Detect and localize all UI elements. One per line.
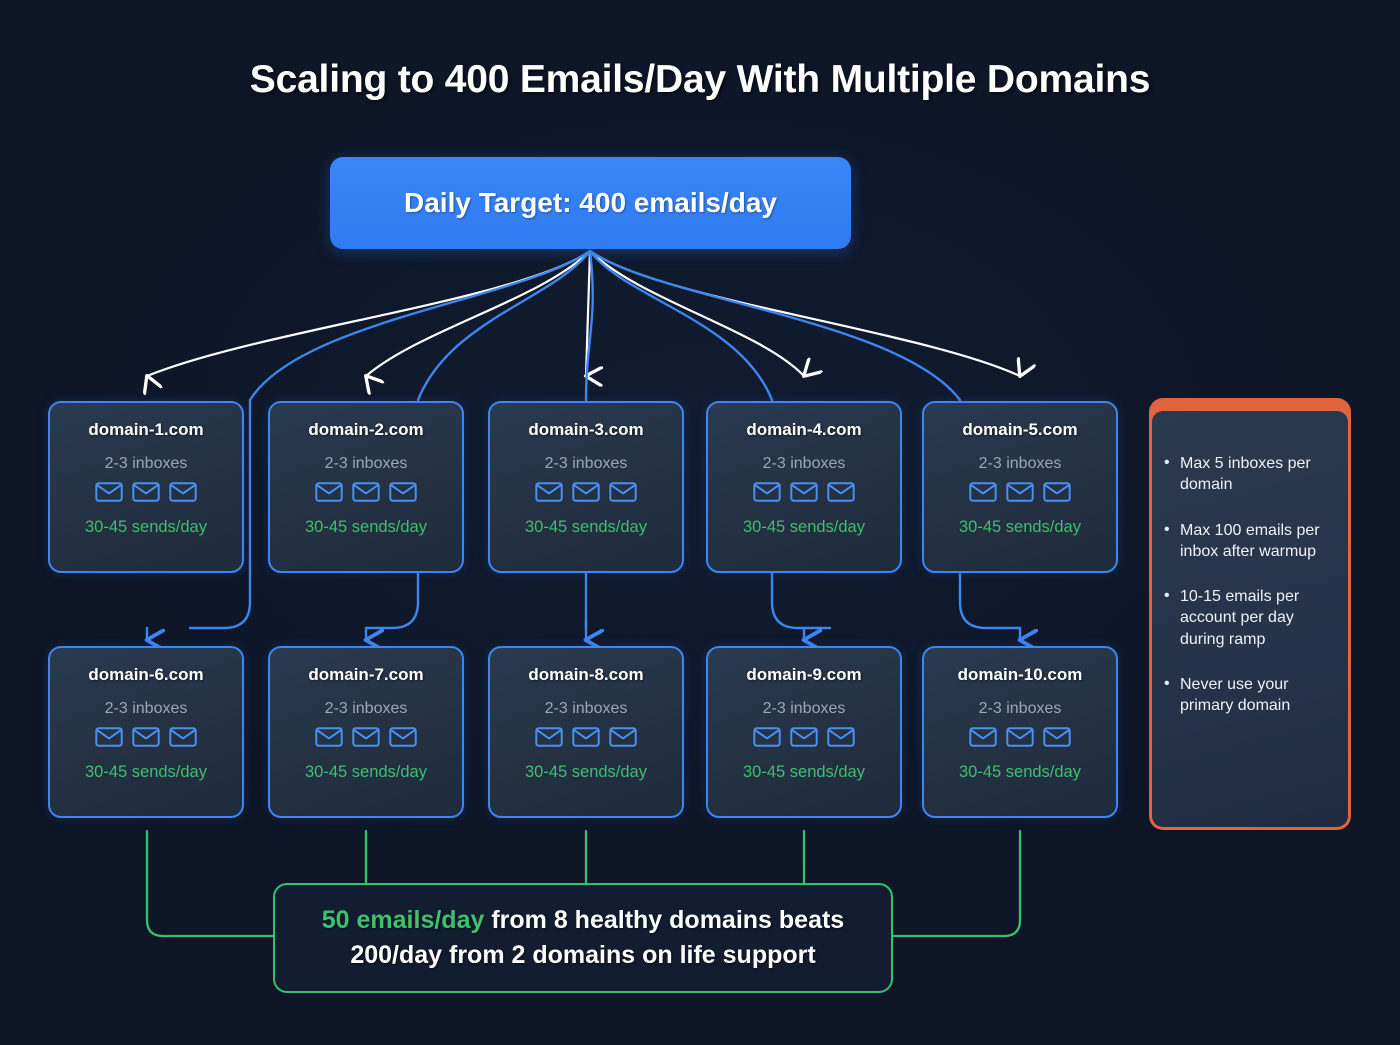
envelope-icon — [1006, 727, 1034, 747]
sends-per-day: 30-45 sends/day — [84, 518, 207, 536]
rules-list: Max 5 inboxes per domain Max 100 emails … — [1162, 452, 1336, 717]
sends-per-day: 30-45 sends/day — [958, 518, 1081, 536]
domain-name: domain-5.com — [962, 420, 1078, 439]
sends-per-day: 30-45 sends/day — [524, 763, 647, 781]
domain-name: domain-10.com — [957, 665, 1083, 684]
envelope-group — [969, 482, 1071, 502]
rule-item: Max 5 inboxes per domain — [1162, 452, 1336, 496]
envelope-icon — [389, 727, 417, 747]
domain-card[interactable]: domain-7.com 2-3 inboxes 30-45 sends/day — [268, 646, 464, 818]
rule-item: Never use your primary domain — [1162, 673, 1336, 717]
envelope-icon — [315, 482, 343, 502]
domain-name: domain-6.com — [88, 665, 204, 684]
envelope-icon — [609, 482, 637, 502]
envelope-group — [315, 727, 417, 747]
domain-name: domain-2.com — [308, 420, 424, 439]
envelope-icon — [169, 482, 197, 502]
envelope-group — [535, 727, 637, 747]
callout-line-1-rest: from 8 healthy domains beats — [484, 905, 845, 934]
envelope-icon — [95, 727, 123, 747]
envelope-icon — [753, 482, 781, 502]
domain-card[interactable]: domain-2.com 2-3 inboxes 30-45 sends/day — [268, 401, 464, 573]
callout-highlight: 50 emails/day — [321, 905, 485, 934]
envelope-icon — [169, 727, 197, 747]
inbox-count: 2-3 inboxes — [544, 455, 628, 472]
summary-callout: 50 emails/day from 8 healthy domains bea… — [273, 883, 893, 993]
page-title: Scaling to 400 Emails/Day With Multiple … — [249, 58, 1151, 101]
inbox-count: 2-3 inboxes — [544, 700, 628, 717]
rule-item: Max 100 emails per inbox after warmup — [1162, 519, 1336, 563]
callout-line-1: 50 emails/day from 8 healthy domains bea… — [322, 903, 844, 939]
envelope-icon — [609, 727, 637, 747]
inbox-count: 2-3 inboxes — [104, 455, 188, 472]
domain-card[interactable]: domain-6.com 2-3 inboxes 30-45 sends/day — [48, 646, 244, 818]
rules-panel-inner: Max 5 inboxes per domain Max 100 emails … — [1152, 411, 1348, 827]
domain-card[interactable]: domain-3.com 2-3 inboxes 30-45 sends/day — [488, 401, 684, 573]
envelope-group — [95, 727, 197, 747]
domain-card[interactable]: domain-9.com 2-3 inboxes 30-45 sends/day — [706, 646, 902, 818]
envelope-icon — [1006, 482, 1034, 502]
inbox-count: 2-3 inboxes — [762, 455, 846, 472]
envelope-icon — [572, 482, 600, 502]
domain-card[interactable]: domain-1.com 2-3 inboxes 30-45 sends/day — [48, 401, 244, 573]
envelope-group — [753, 727, 855, 747]
envelope-icon — [969, 482, 997, 502]
domain-card[interactable]: domain-10.com 2-3 inboxes 30-45 sends/da… — [922, 646, 1118, 818]
envelope-group — [95, 482, 197, 502]
envelope-icon — [827, 727, 855, 747]
envelope-icon — [352, 727, 380, 747]
envelope-icon — [389, 482, 417, 502]
domain-card[interactable]: domain-8.com 2-3 inboxes 30-45 sends/day — [488, 646, 684, 818]
envelope-icon — [315, 727, 343, 747]
domain-name: domain-8.com — [528, 665, 644, 684]
sends-per-day: 30-45 sends/day — [958, 763, 1081, 781]
rules-panel: Max 5 inboxes per domain Max 100 emails … — [1149, 398, 1351, 830]
domain-name: domain-1.com — [88, 420, 204, 439]
envelope-icon — [572, 727, 600, 747]
envelope-icon — [535, 727, 563, 747]
sends-per-day: 30-45 sends/day — [742, 763, 865, 781]
domain-name: domain-9.com — [746, 665, 862, 684]
domain-name: domain-3.com — [528, 420, 644, 439]
envelope-group — [969, 727, 1071, 747]
envelope-icon — [535, 482, 563, 502]
sends-per-day: 30-45 sends/day — [524, 518, 647, 536]
inbox-count: 2-3 inboxes — [324, 700, 408, 717]
envelope-icon — [753, 727, 781, 747]
envelope-group — [753, 482, 855, 502]
envelope-icon — [95, 482, 123, 502]
envelope-icon — [827, 482, 855, 502]
sends-per-day: 30-45 sends/day — [304, 518, 427, 536]
callout-line-2: 200/day from 2 domains on life support — [350, 941, 816, 969]
envelope-icon — [969, 727, 997, 747]
rule-item: 10-15 emails per account per day during … — [1162, 585, 1336, 650]
sends-per-day: 30-45 sends/day — [304, 763, 427, 781]
daily-target-box: Daily Target: 400 emails/day — [330, 157, 851, 249]
inbox-count: 2-3 inboxes — [762, 700, 846, 717]
inbox-count: 2-3 inboxes — [978, 700, 1062, 717]
envelope-icon — [132, 727, 160, 747]
envelope-icon — [132, 482, 160, 502]
sends-per-day: 30-45 sends/day — [84, 763, 207, 781]
daily-target-label: Daily Target: 400 emails/day — [404, 187, 777, 218]
envelope-icon — [352, 482, 380, 502]
envelope-group — [535, 482, 637, 502]
sends-per-day: 30-45 sends/day — [742, 518, 865, 536]
envelope-icon — [790, 727, 818, 747]
domain-name: domain-4.com — [746, 420, 862, 439]
inbox-count: 2-3 inboxes — [324, 455, 408, 472]
domain-name: domain-7.com — [308, 665, 424, 684]
inbox-count: 2-3 inboxes — [978, 455, 1062, 472]
domain-card[interactable]: domain-5.com 2-3 inboxes 30-45 sends/day — [922, 401, 1118, 573]
envelope-icon — [790, 482, 818, 502]
envelope-group — [315, 482, 417, 502]
inbox-count: 2-3 inboxes — [104, 700, 188, 717]
envelope-icon — [1043, 727, 1071, 747]
envelope-icon — [1043, 482, 1071, 502]
domain-card[interactable]: domain-4.com 2-3 inboxes 30-45 sends/day — [706, 401, 902, 573]
